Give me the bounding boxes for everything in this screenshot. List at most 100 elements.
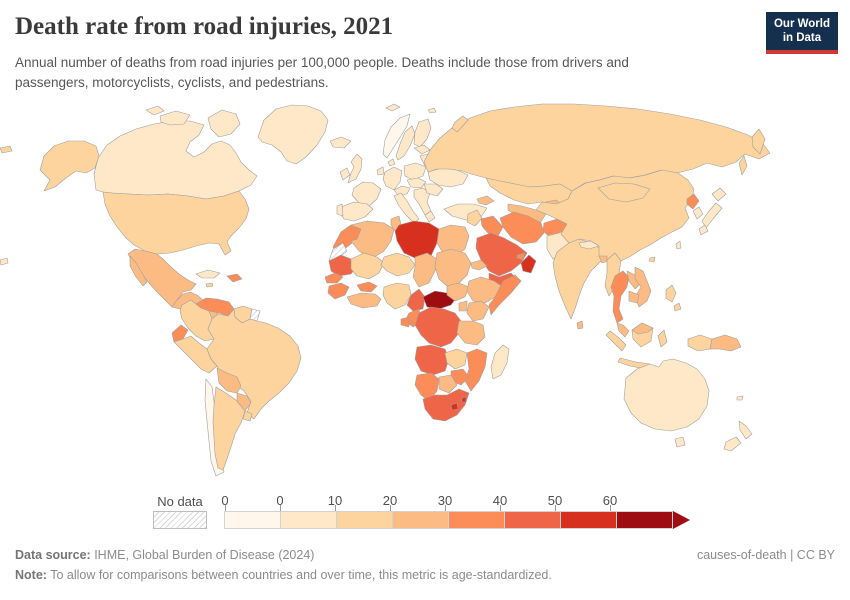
country-somalia[interactable] [488,274,522,316]
country-eswatini[interactable] [461,396,467,403]
legend-bin-60-plus[interactable] [616,511,673,529]
country-new-zealand-north[interactable] [738,420,753,440]
country-uruguay[interactable] [242,410,253,422]
country-philippines-south[interactable] [673,302,682,312]
country-japan-hokkaido[interactable] [711,187,727,202]
country-united-kingdom[interactable] [347,153,363,184]
country-taiwan[interactable] [675,240,682,250]
country-australia[interactable] [623,358,710,432]
country-pacific-fragment[interactable] [0,257,9,266]
country-sri-lanka[interactable] [576,320,584,330]
country-italy[interactable] [393,192,420,224]
country-south-korea[interactable] [692,206,704,220]
country-svalbard[interactable] [385,103,401,112]
country-svalbard-east[interactable] [427,107,437,114]
country-china-hainan[interactable] [648,256,656,263]
country-novaya-zemlya[interactable] [451,115,469,133]
attribution-link[interactable]: causes-of-death | CC BY [696,548,835,562]
country-japan-kyushu[interactable] [698,224,709,236]
country-western-sahara[interactable] [328,242,348,262]
country-guinea-region[interactable] [327,282,350,300]
country-united-states[interactable] [102,190,250,256]
country-papua-new-guinea[interactable] [709,334,742,352]
country-spain[interactable] [338,201,374,222]
country-iceland[interactable] [329,136,352,149]
legend-bin-30-40[interactable] [448,511,505,529]
country-canada-banks-island[interactable] [145,105,165,116]
country-sulawesi[interactable] [657,329,668,348]
country-tanzania[interactable] [456,320,486,346]
country-thailand[interactable] [610,270,630,324]
country-cuba[interactable] [195,269,221,279]
country-iraq[interactable] [480,215,504,237]
country-jamaica[interactable] [205,282,214,288]
country-eritrea-djibouti[interactable] [470,259,488,271]
country-north-korea[interactable] [686,193,700,210]
country-low-countries[interactable] [376,166,385,176]
country-uganda[interactable] [458,300,468,312]
country-west-papua[interactable] [687,334,713,352]
country-philippines[interactable] [665,284,677,303]
legend-bin-40-50[interactable] [504,511,561,529]
country-argentina[interactable] [212,386,246,471]
country-egypt[interactable] [436,224,470,257]
country-saudi-arabia[interactable] [475,232,528,277]
country-baltics[interactable] [413,144,431,155]
legend-bin-20-30[interactable] [392,511,449,529]
legend-bin-0[interactable] [224,511,281,529]
country-caucasus[interactable] [476,195,495,206]
country-iran[interactable] [499,211,545,245]
country-libya[interactable] [394,220,440,260]
country-niger[interactable] [380,252,416,277]
country-greece[interactable] [424,210,436,223]
country-canada-baffin-island[interactable] [207,109,241,138]
country-madagascar[interactable] [490,344,510,380]
country-cameroon[interactable] [406,288,426,312]
country-bolivia[interactable] [216,367,242,394]
country-romania-bulgaria[interactable] [423,183,444,197]
country-alpine[interactable] [393,185,411,196]
country-angola[interactable] [414,344,450,376]
country-sudan[interactable] [434,248,472,287]
country-canada-victoria-island[interactable] [159,110,191,126]
country-us-alaska[interactable] [39,140,100,192]
country-mozambique[interactable] [464,348,488,392]
country-vietnam[interactable] [634,266,652,308]
country-chad[interactable] [412,252,438,288]
country-chukotka-fragment[interactable] [0,145,13,154]
country-senegal[interactable] [324,272,344,284]
country-algeria[interactable] [350,220,395,260]
country-borneo-malaysia[interactable] [631,322,654,335]
country-norway[interactable] [382,113,411,159]
country-lesotho[interactable] [450,402,459,411]
country-denmark[interactable] [387,158,396,167]
country-south-sudan[interactable] [446,282,470,302]
country-levant[interactable] [466,209,483,227]
country-laos[interactable] [626,270,642,290]
legend-bin-50-60[interactable] [560,511,617,529]
country-france[interactable] [351,181,382,207]
country-central-europe[interactable] [406,177,427,189]
country-mexico-baja[interactable] [129,255,148,287]
country-china[interactable] [535,169,695,262]
country-portugal[interactable] [336,203,344,217]
country-mexico[interactable] [127,248,197,308]
country-nigeria[interactable] [382,282,412,310]
country-botswana[interactable] [438,374,458,394]
country-ivory-ghana[interactable] [346,292,382,309]
country-hispaniola[interactable] [226,273,243,283]
country-zambia[interactable] [444,348,468,370]
country-uae[interactable] [516,252,526,261]
country-poland[interactable] [403,162,427,181]
country-burkina-faso[interactable] [356,281,378,293]
legend-bin-10-20[interactable] [336,511,393,529]
country-sumatra[interactable] [605,330,627,352]
country-south-africa[interactable] [422,388,470,422]
country-new-caledonia[interactable] [736,395,744,401]
legend-no-data-swatch[interactable] [153,511,207,529]
country-oman[interactable] [520,254,537,274]
country-mali[interactable] [350,252,385,280]
country-russia-sakhalin[interactable] [738,155,748,176]
country-cambodia[interactable] [628,290,640,304]
country-finland[interactable] [413,118,432,148]
